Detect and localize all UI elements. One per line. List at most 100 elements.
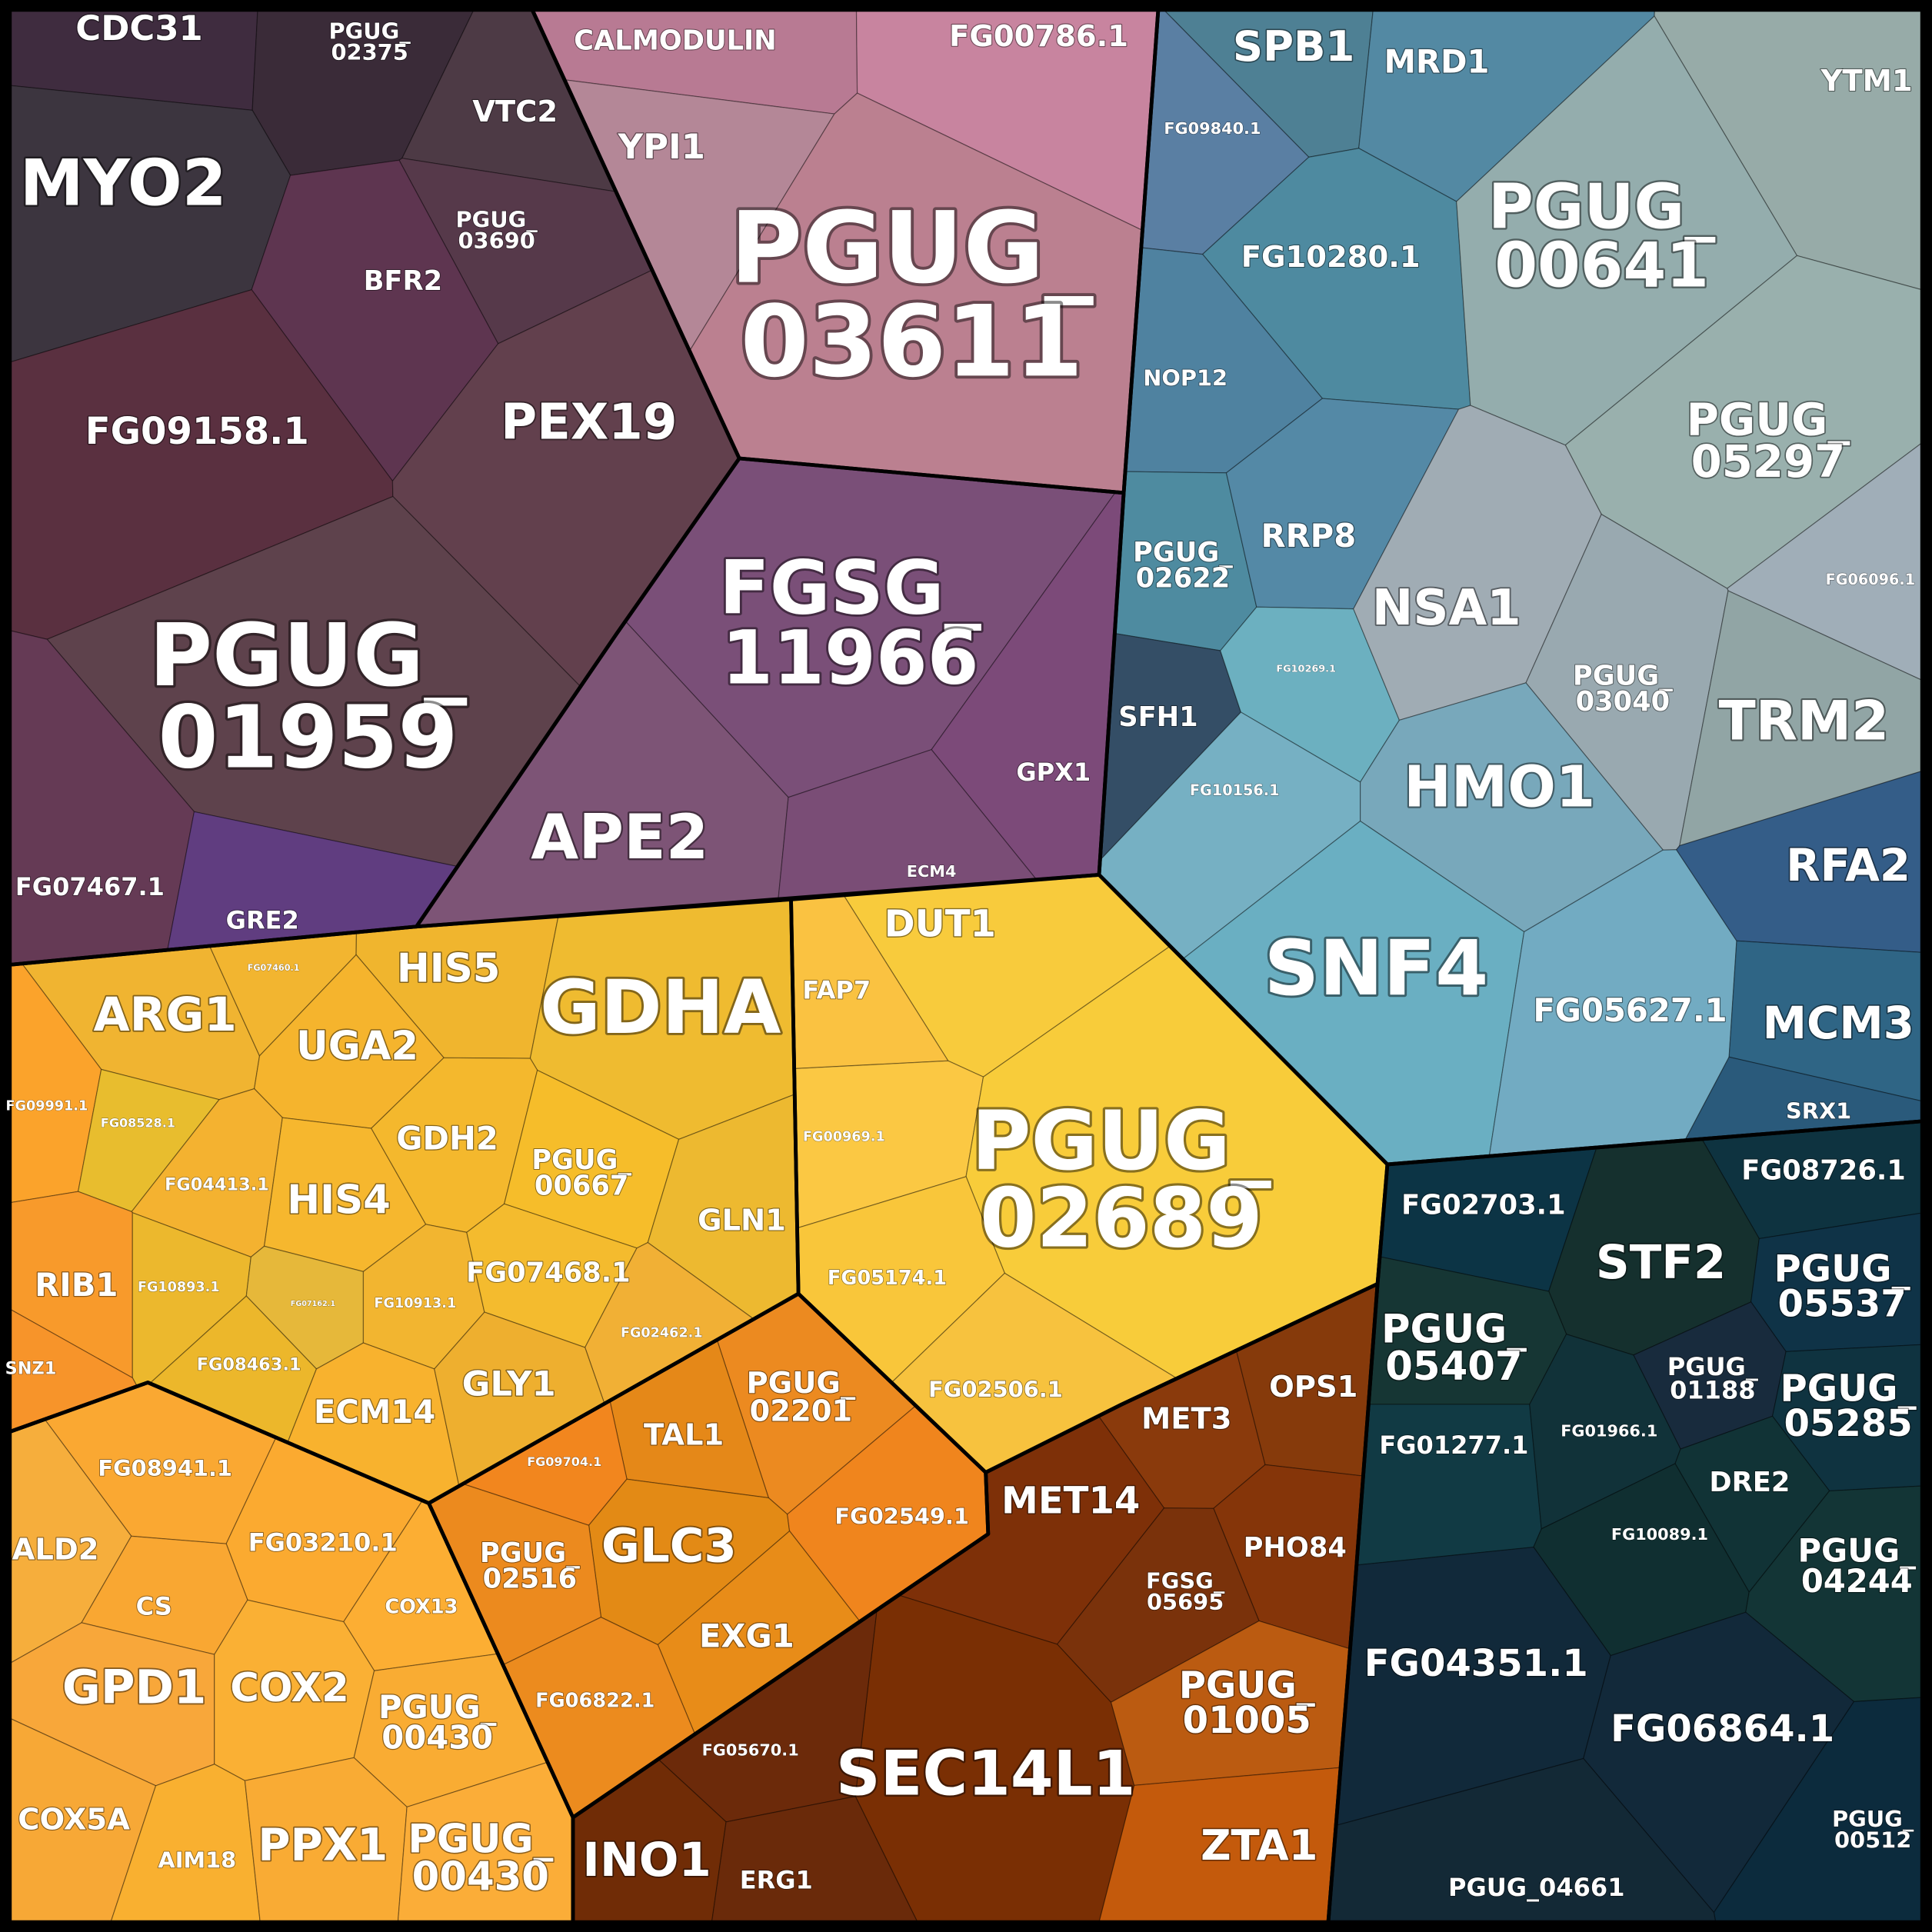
cell-label: FG10269.1 [1276,663,1336,675]
labels: CDC31 PGUG_ 02375 MYO2 VTC2 PGUG_ 03690 BFR2 FG0… [5,7,1918,1903]
cell-label: SPB1 [1233,22,1355,71]
cell-label: FG04351.1 [1364,1642,1588,1685]
cell-label: ERG1 [740,1865,813,1894]
cell-label: FG02506.1 [928,1377,1063,1403]
cell-label: INO1 [582,1833,711,1887]
cell-label: PGUG_ 01188 [1667,1352,1759,1404]
cell-label: FG02703.1 [1401,1189,1565,1221]
cell-label: STF2 [1596,1235,1726,1290]
cell-label: PGUG_ 03040 [1573,660,1673,717]
cell-label: FG06822.1 [535,1689,655,1712]
cell-label: SNF4 [1264,924,1489,1013]
cell-label: RRP8 [1261,517,1357,555]
cell-label: PGUG_ 00667 [531,1144,631,1201]
cell-label: PGUG_ 00430 [378,1688,497,1757]
cell-label: DRE2 [1709,1467,1790,1498]
cell-label: OPS1 [1269,1370,1357,1404]
cell-label: EXG1 [699,1617,794,1655]
cell-label: ALD2 [12,1532,99,1567]
cell [81,1535,248,1655]
cell-label: FG02549.1 [834,1504,969,1530]
cell-label: PGUG_04661 [1448,1873,1625,1902]
cell-label: FG10156.1 [1190,781,1279,799]
cell-label: FAP7 [802,976,871,1005]
cell-label: CDC31 [75,8,202,48]
cell-label: FG03210.1 [248,1527,398,1557]
cell-label: PGUG_ 01959 [149,606,468,788]
cell-label: PGUG_ 03611 [730,192,1094,400]
cell-label: GDHA [540,964,781,1051]
cell-label: GRE2 [226,905,299,934]
cell-label: MCM3 [1763,997,1914,1049]
cell-label: FG08528.1 [101,1116,175,1131]
cell-label: FG06864.1 [1611,1707,1834,1750]
cell-label: PGUG_ 05407 [1381,1306,1527,1390]
cell-label: PGUG_ 04244 [1798,1532,1917,1601]
cell-label: PGUG_ 02689 [971,1094,1271,1265]
cell [1488,849,1737,1157]
cell-label: FG07460.1 [248,963,300,973]
cell-label: FG05670.1 [702,1741,799,1760]
cell-label: FG08941.1 [98,1455,232,1481]
cell-label: BFR2 [364,265,443,297]
cell-label: CALMODULIN [574,25,777,56]
cell-label: PHO84 [1244,1532,1347,1564]
cell-label: DUT1 [884,903,996,946]
cell [1353,405,1602,721]
cell-label: ECM4 [907,862,957,881]
cell [214,1599,375,1781]
cell [1201,148,1471,410]
cell-label: FG10280.1 [1241,240,1421,275]
cell-label: GPX1 [1016,758,1091,787]
cell-label: PGUG_ 00512 [1832,1806,1914,1853]
cell-label: PPX1 [258,1819,388,1871]
cell-label: ZTA1 [1201,1820,1317,1870]
cell-label: FG09704.1 [527,1454,601,1469]
cell-label: COX13 [385,1596,458,1619]
cell-label: GPD1 [62,1661,206,1715]
cell-label: FG10089.1 [1611,1525,1708,1544]
cell-label: NOP12 [1143,365,1227,391]
cell-label: FG06096.1 [1826,571,1915,588]
cell-label: PGUG_ 02201 [746,1366,855,1429]
cell-label: PGUG_ 02622 [1133,537,1233,594]
cell-label: MRD1 [1384,42,1489,80]
cell-label: PEX19 [501,394,677,451]
cell-label: FG08726.1 [1741,1155,1905,1187]
cell-label: FG10913.1 [375,1296,457,1311]
cell-label: PGUG_ 02516 [480,1537,580,1594]
cell-label: SNZ1 [5,1358,57,1378]
cell-label: RIB1 [35,1266,118,1304]
cell-label: ECM14 [314,1393,435,1431]
cell-label: FG10893.1 [138,1280,220,1295]
cell [1456,15,1798,446]
cell [466,1203,638,1348]
cell-label: FG01277.1 [1379,1431,1528,1460]
cell-label: AIM18 [158,1847,236,1874]
cell-label: PGUG_ 00430 [408,1817,553,1900]
cell-label: SEC14L1 [836,1738,1135,1810]
cell-label: PGUG_ 00641 [1488,171,1716,301]
cell-label: FG00786.1 [949,19,1128,54]
cell-label: SRX1 [1786,1098,1851,1124]
cell [1583,1611,1855,1914]
cell-label: NSA1 [1372,580,1521,637]
cell-label: FG00969.1 [803,1130,885,1145]
cell-label: FG07468.1 [466,1257,630,1289]
cell-label: PGUG_ 01005 [1179,1664,1316,1742]
cell-label: SFH1 [1118,701,1198,733]
cell-label: HIS5 [397,945,501,991]
cell-label: YTM1 [1820,64,1913,98]
cell-label: PGUG_ 03690 [455,206,538,253]
cell-label: HMO1 [1404,755,1595,821]
cell-label: FG01966.1 [1561,1422,1657,1441]
cell-label: FG07467.1 [15,872,165,901]
cell [1356,1404,1542,1566]
cell-label: RFA2 [1786,839,1910,891]
cell-label: FG09991.1 [6,1099,88,1114]
cell-label: MET3 [1141,1402,1231,1437]
cell-label: FG05174.1 [828,1267,947,1290]
cell-label: GLN1 [698,1204,786,1238]
